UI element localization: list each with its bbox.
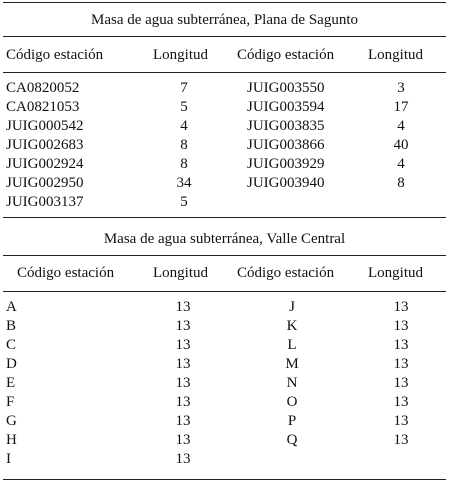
- station-code: L: [287, 337, 297, 353]
- station-code: Q: [286, 432, 298, 448]
- station-length: 13: [393, 432, 409, 448]
- table-row: I 13: [0, 450, 449, 469]
- station-length: 13: [175, 356, 191, 372]
- header-length-left: Longitud: [153, 47, 208, 63]
- table-row: JUIG002683 8 JUIG003866 40: [0, 136, 449, 155]
- station-code: G: [6, 413, 17, 429]
- station-length: 34: [176, 175, 192, 191]
- station-code: J: [289, 299, 295, 315]
- station-code: JUIG003835: [247, 118, 325, 134]
- station-code: JUIG003550: [247, 80, 325, 96]
- station-code: I: [6, 451, 11, 467]
- station-code: JUIG002924: [6, 156, 84, 172]
- station-length: 3: [397, 80, 405, 96]
- station-length: 40: [393, 137, 409, 153]
- station-length: 8: [180, 156, 188, 172]
- station-code: JUIG000542: [6, 118, 84, 134]
- table-row: JUIG003137 5: [0, 193, 449, 212]
- station-code: F: [6, 394, 15, 410]
- table-row: JUIG002924 8 JUIG003929 4: [0, 155, 449, 174]
- table-row: F 13 O 13: [0, 393, 449, 412]
- station-length: 13: [393, 413, 409, 429]
- station-length: 4: [397, 118, 405, 134]
- header-code-right: Código estación: [237, 265, 335, 281]
- station-code: B: [6, 318, 17, 334]
- station-length: 13: [175, 337, 191, 353]
- station-code: H: [6, 432, 17, 448]
- header-code-left: Código estación: [6, 47, 104, 63]
- station-code: M: [285, 356, 299, 372]
- station-code: N: [286, 375, 298, 391]
- station-length: 13: [393, 299, 409, 315]
- station-length: 4: [397, 156, 405, 172]
- title-rule: [3, 36, 446, 37]
- header-code-right: Código estación: [237, 47, 335, 63]
- station-code: O: [286, 394, 298, 410]
- table-title: Masa de agua subterránea, Valle Central: [103, 231, 346, 247]
- header-rule: [3, 291, 446, 292]
- station-length: 7: [180, 80, 188, 96]
- header-code-left: Código estación: [17, 265, 115, 281]
- station-code: D: [6, 356, 17, 372]
- station-length: 13: [393, 337, 409, 353]
- station-length: 13: [393, 394, 409, 410]
- table-row: E 13 N 13: [0, 374, 449, 393]
- station-code: K: [286, 318, 298, 334]
- table-top-rule: [3, 2, 446, 3]
- station-code: JUIG003940: [247, 175, 325, 191]
- station-length: 13: [175, 299, 191, 315]
- station-code: P: [287, 413, 297, 429]
- table-row: H 13 Q 13: [0, 431, 449, 450]
- station-code: C: [6, 337, 17, 353]
- table-row: JUIG002950 34 JUIG003940 8: [0, 174, 449, 193]
- table-valle-central: Masa de agua subterránea, Valle Central …: [0, 223, 449, 484]
- station-length: 17: [393, 99, 409, 115]
- table-row: CA0820052 7 JUIG003550 3: [0, 79, 449, 98]
- table-row: G 13 P 13: [0, 412, 449, 431]
- station-code: JUIG003137: [6, 194, 84, 210]
- table-row: C 13 L 13: [0, 336, 449, 355]
- header-length-right: Longitud: [368, 47, 423, 63]
- station-length: 13: [393, 375, 409, 391]
- table-row: JUIG000542 4 JUIG003835 4: [0, 117, 449, 136]
- station-length: 4: [180, 118, 188, 134]
- station-code: JUIG002683: [6, 137, 84, 153]
- station-length: 5: [180, 194, 188, 210]
- station-code: CA0821053: [6, 99, 80, 115]
- header-length-right: Longitud: [368, 265, 423, 281]
- station-length: 8: [397, 175, 405, 191]
- table-plana-de-sagunto: Masa de agua subterránea, Plana de Sagun…: [0, 0, 449, 220]
- table-title: Masa de agua subterránea, Plana de Sagun…: [91, 12, 358, 28]
- station-code: E: [6, 375, 16, 391]
- station-code: JUIG002950: [6, 175, 84, 191]
- table-row: B 13 K 13: [0, 317, 449, 336]
- station-length: 8: [180, 137, 188, 153]
- title-rule: [3, 255, 446, 256]
- table-bottom-rule: [3, 479, 446, 480]
- table-row: CA0821053 5 JUIG003594 17: [0, 98, 449, 117]
- station-code: JUIG003929: [247, 156, 325, 172]
- table-row: A 13 J 13: [0, 298, 449, 317]
- station-length: 13: [393, 318, 409, 334]
- table-row: D 13 M 13: [0, 355, 449, 374]
- header-length-left: Longitud: [153, 265, 208, 281]
- station-length: 13: [393, 356, 409, 372]
- station-length: 13: [175, 451, 191, 467]
- station-code: A: [6, 299, 17, 315]
- station-length: 13: [175, 413, 191, 429]
- station-code: CA0820052: [6, 80, 80, 96]
- station-length: 5: [180, 99, 188, 115]
- station-length: 13: [175, 318, 191, 334]
- station-code: JUIG003866: [247, 137, 325, 153]
- station-length: 13: [175, 394, 191, 410]
- station-length: 13: [175, 432, 191, 448]
- station-code: JUIG003594: [247, 99, 325, 115]
- header-rule: [3, 72, 446, 73]
- station-length: 13: [175, 375, 191, 391]
- table-bottom-rule: [3, 217, 446, 218]
